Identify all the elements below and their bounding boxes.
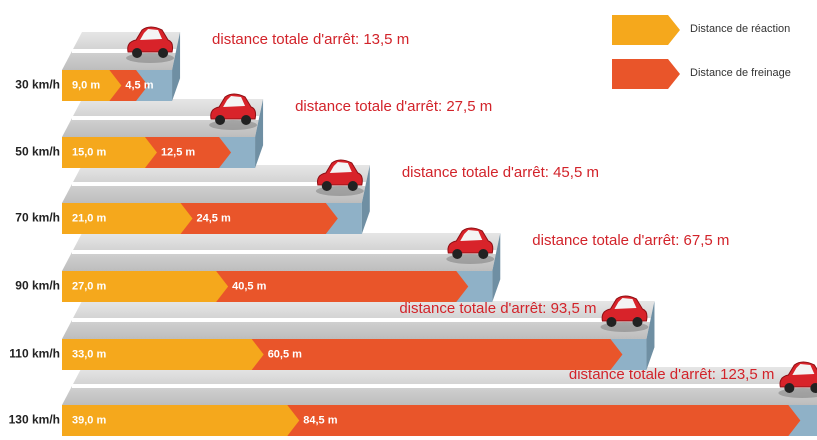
category-label: 50 km/h: [15, 145, 60, 159]
value-label: 24,5 m: [197, 212, 231, 224]
car-window: [792, 364, 815, 375]
value-label: 60,5 m: [268, 348, 302, 360]
bar-braking: [144, 137, 232, 168]
step-side: [255, 99, 264, 168]
row: 27,0 m 40,5 m 90 km/h distance totale d'arr…: [15, 227, 729, 302]
annotation: distance totale d'arrêt: 93,5 m: [399, 300, 596, 317]
legend-label: Distance de réaction: [690, 23, 790, 35]
annotation: distance totale d'arrêt: 27,5 m: [295, 98, 492, 115]
bar-braking: [287, 405, 801, 436]
step-side: [172, 32, 181, 101]
row: 9,0 m 4,5 m 30 km/h distance totale d'arrêt…: [15, 26, 409, 101]
road-line: [72, 182, 366, 186]
bar-reaction: [62, 203, 193, 234]
bar-reaction: [62, 137, 157, 168]
value-label: 12,5 m: [161, 146, 195, 158]
step-side: [492, 233, 501, 302]
bar-reaction: [62, 339, 264, 370]
car-icon: [126, 26, 175, 63]
value-label: 4,5 m: [125, 79, 153, 91]
car-window: [140, 29, 163, 40]
bar-braking: [180, 203, 338, 234]
car-icon: [315, 159, 364, 196]
value-label: 39,0 m: [72, 414, 106, 426]
bar-braking: [109, 70, 149, 101]
legend-swatch: [612, 15, 680, 45]
car-wheel: [784, 383, 795, 393]
bar-braking: [216, 271, 469, 302]
car-icon: [778, 361, 817, 398]
car-window: [329, 162, 352, 173]
step-side: [646, 301, 655, 370]
bar-reaction: [62, 271, 229, 302]
road-line: [72, 384, 817, 388]
row: 21,0 m 24,5 m 70 km/h distance totale d'arr…: [15, 159, 599, 234]
value-label: 40,5 m: [232, 280, 266, 292]
car-wheel: [215, 115, 226, 125]
road-line: [72, 250, 497, 254]
category-label: 70 km/h: [15, 211, 60, 225]
bar-reaction: [62, 70, 122, 101]
annotation: distance totale d'arrêt: 45,5 m: [402, 164, 599, 181]
car-window: [223, 96, 246, 107]
category-label: 30 km/h: [15, 78, 60, 92]
road-line: [72, 318, 651, 322]
bar-reaction: [62, 405, 300, 436]
car-icon: [446, 227, 495, 264]
car-wheel: [452, 249, 463, 259]
category-label: 110 km/h: [9, 347, 60, 361]
annotation: distance totale d'arrêt: 123,5 m: [569, 366, 774, 383]
row: 39,0 m 84,5 m 130 km/h distance totale d'ar…: [9, 361, 817, 436]
car-wheel: [810, 383, 817, 393]
value-label: 84,5 m: [303, 414, 337, 426]
value-label: 27,0 m: [72, 280, 106, 292]
annotation: distance totale d'arrêt: 67,5 m: [532, 232, 729, 249]
car-wheel: [632, 317, 643, 327]
bar-braking: [251, 339, 623, 370]
car-wheel: [347, 181, 358, 191]
car-wheel: [158, 48, 169, 58]
car-wheel: [321, 181, 332, 191]
category-label: 130 km/h: [9, 413, 60, 427]
car-wheel: [132, 48, 143, 58]
car-icon: [209, 93, 258, 130]
value-label: 9,0 m: [72, 79, 100, 91]
annotation: distance totale d'arrêt: 13,5 m: [212, 31, 409, 48]
car-wheel: [606, 317, 617, 327]
value-label: 21,0 m: [72, 212, 106, 224]
legend-swatch: [612, 59, 680, 89]
legend-label: Distance de freinage: [690, 67, 791, 79]
row: 15,0 m 12,5 m 50 km/h distance totale d'arr…: [15, 93, 492, 168]
car-wheel: [478, 249, 489, 259]
car-window: [614, 298, 637, 309]
car-window: [460, 230, 483, 241]
step-side: [361, 165, 370, 234]
car-wheel: [241, 115, 252, 125]
row: 33,0 m 60,5 m 110 km/h distance totale d'ar…: [9, 295, 655, 370]
car-icon: [600, 295, 649, 332]
value-label: 33,0 m: [72, 348, 106, 360]
value-label: 15,0 m: [72, 146, 106, 158]
category-label: 90 km/h: [15, 279, 60, 293]
